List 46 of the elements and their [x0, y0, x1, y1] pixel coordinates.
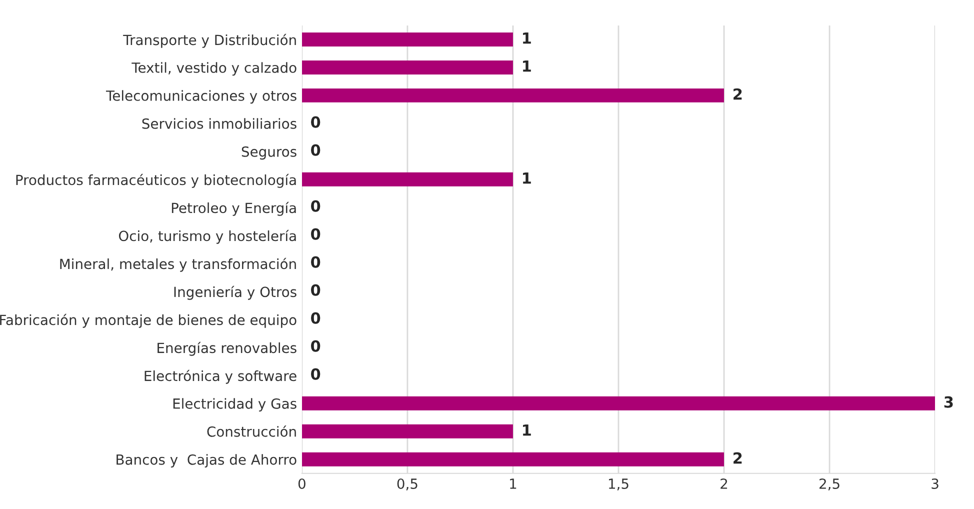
bar [302, 396, 936, 410]
y-tick-label: Fabricación y montaje de bienes de equipo [0, 314, 296, 328]
data-label: 1 [523, 172, 531, 184]
x-tick-label: 0,5 [397, 478, 418, 490]
data-label: 3 [944, 396, 953, 408]
data-label: 1 [523, 60, 531, 72]
y-tick-label: Energías renovables [158, 342, 296, 356]
x-tick-label: 1,5 [608, 478, 628, 490]
y-tick-label: Electrónica y software [144, 370, 296, 384]
x-tick-label: 0 [298, 478, 306, 489]
data-label: 0 [311, 284, 320, 296]
y-tick-label: Mineral, metales y transformación [60, 258, 296, 272]
y-tick-label: Ocio, turismo y hostelería [118, 230, 296, 244]
data-label: 1 [523, 424, 531, 436]
bar [302, 32, 513, 46]
x-tick-label: 1 [510, 478, 516, 489]
data-label: 0 [311, 228, 320, 240]
y-tick-label: Telecomunicaciones y otros [106, 90, 296, 104]
data-label: 2 [734, 88, 742, 100]
data-label: 1 [523, 32, 531, 44]
data-label: 0 [311, 144, 320, 156]
data-label: 2 [734, 452, 742, 464]
y-tick-label: Ingeniería y Otros [174, 286, 296, 300]
y-tick-label: Electricidad y Gas [173, 398, 296, 412]
data-label: 0 [311, 200, 320, 212]
y-tick-label: Seguros [242, 146, 296, 160]
data-label: 0 [311, 116, 320, 128]
bar [302, 424, 513, 438]
x-tick-label: 2 [720, 478, 728, 489]
data-label: 0 [311, 368, 320, 380]
bar [302, 88, 724, 102]
data-label: 0 [311, 312, 320, 324]
x-tick-label: 3 [932, 478, 938, 489]
bar [302, 172, 513, 186]
data-label: 0 [311, 256, 320, 268]
bar [302, 60, 513, 74]
y-tick-label: Servicios inmobiliarios [142, 118, 296, 129]
y-tick-label: Textil, vestido y calzado [132, 62, 296, 76]
y-tick-label: Bancos y Cajas de Ahorro [116, 454, 296, 468]
x-tick-label: 2,5 [819, 478, 840, 490]
bar [302, 452, 724, 466]
y-tick-label: Petroleo y Energía [172, 202, 296, 216]
data-label: 0 [311, 340, 320, 352]
y-tick-label: Transporte y Distribución [123, 34, 296, 48]
y-tick-label: Productos farmacéuticos y biotecnología [16, 174, 296, 188]
y-tick-label: Construcción [207, 426, 296, 437]
